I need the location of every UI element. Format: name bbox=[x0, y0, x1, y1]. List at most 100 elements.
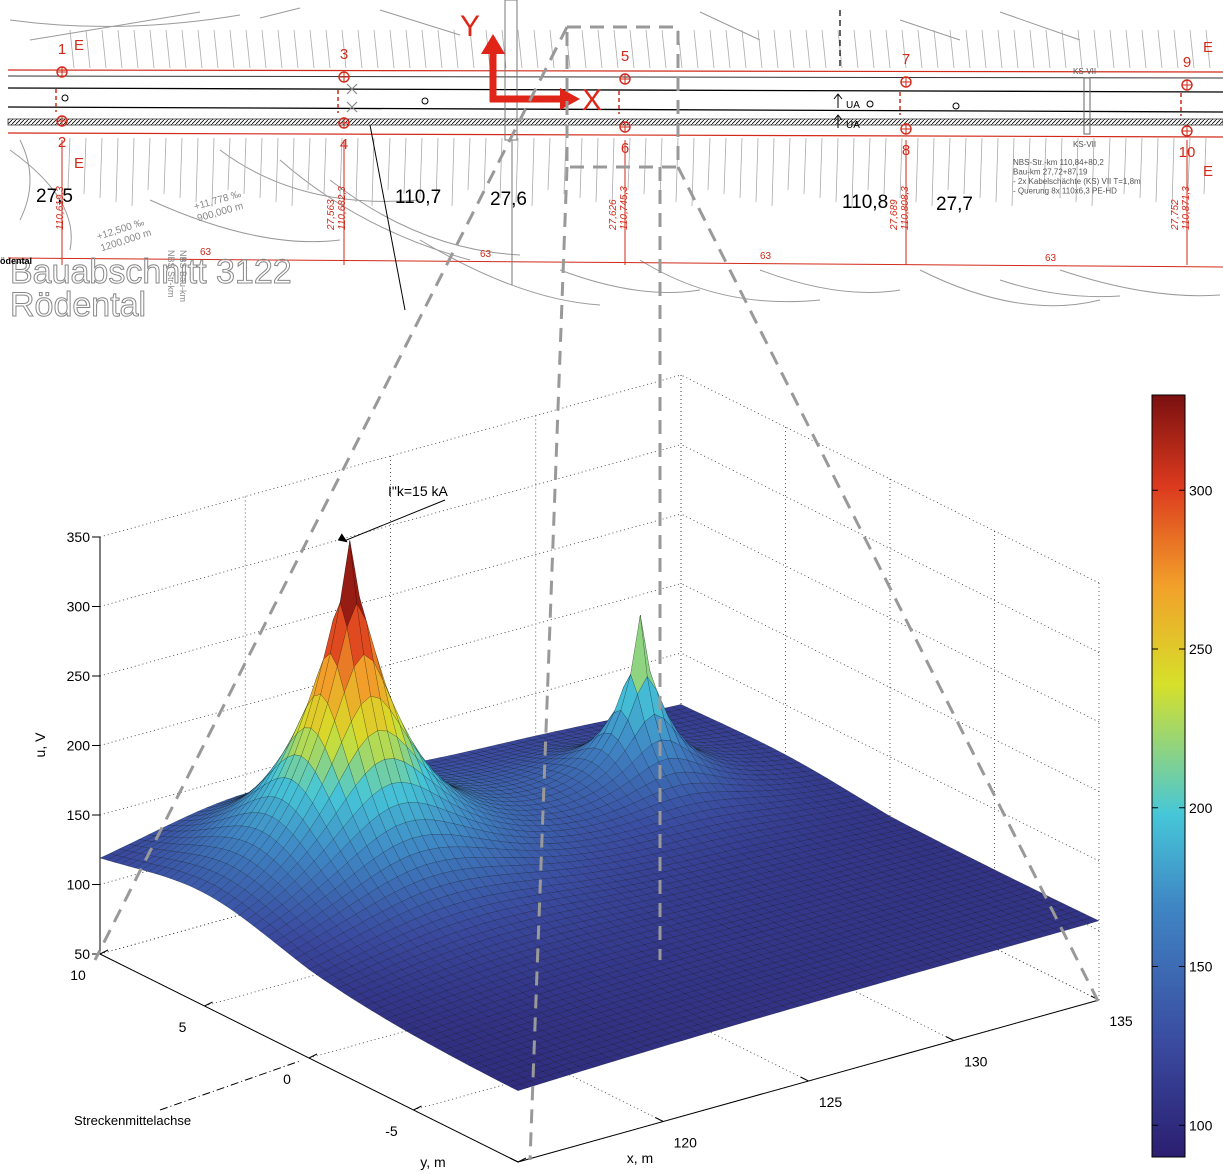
embankment-tick bbox=[195, 137, 199, 203]
grid-line bbox=[99, 583, 682, 746]
km-label: 110,7 bbox=[395, 187, 441, 208]
embankment-tick bbox=[595, 137, 599, 203]
grid-line bbox=[99, 791, 682, 955]
station-km-b: 110,619,3 bbox=[55, 186, 66, 230]
embankment-tick bbox=[533, 29, 539, 69]
embankment-tick bbox=[757, 29, 763, 69]
station-label: 27,563 110,682,3 bbox=[326, 186, 348, 231]
embankment-tick bbox=[1141, 29, 1147, 69]
axis-y-label: Y bbox=[460, 10, 480, 43]
terrain-line bbox=[279, 159, 471, 261]
terrain-line bbox=[9, 14, 241, 27]
peak-arrow-head bbox=[337, 533, 348, 543]
zoom-box bbox=[565, 25, 680, 169]
z-axis-label: u, V bbox=[32, 732, 48, 758]
ua-label: UA bbox=[846, 100, 860, 111]
embankment-tick bbox=[1029, 29, 1035, 69]
colorbar-tick-label: 300 bbox=[1189, 482, 1213, 498]
station-km-a: 27,626 bbox=[608, 199, 619, 231]
embankment-tick bbox=[1061, 29, 1067, 69]
note-line: - Querung 8x 110x6,3 PE-HD bbox=[1013, 187, 1117, 196]
embankment-tick bbox=[931, 137, 935, 207]
station-km-a: 27,689 bbox=[889, 199, 900, 231]
colorbar-tick-label: 200 bbox=[1189, 800, 1213, 816]
embankment-tick bbox=[917, 29, 923, 69]
embankment-tick bbox=[821, 29, 827, 69]
marker-label-top: 1 bbox=[58, 41, 66, 58]
embankment-tick bbox=[1173, 29, 1179, 69]
embankment-tick bbox=[1107, 137, 1111, 191]
embankment-tick bbox=[771, 137, 775, 207]
y-tick-label: 5 bbox=[179, 1019, 187, 1035]
z-tick-label: 250 bbox=[67, 668, 91, 684]
embankment-tick bbox=[181, 29, 187, 69]
grid-line bbox=[680, 513, 1100, 723]
marker-label-bottom: 2 bbox=[58, 134, 66, 151]
terrain-line bbox=[999, 279, 1121, 298]
peak-arrow bbox=[345, 499, 446, 541]
terrain-line bbox=[29, 11, 201, 41]
section-subtitle: Rödental bbox=[10, 286, 146, 324]
marker-label-top: 3 bbox=[340, 46, 348, 63]
embankment-tick bbox=[387, 137, 391, 191]
note-line: - 2x Kabelschächte (KS) VII T=1,8m bbox=[1013, 177, 1141, 186]
embankment-tick bbox=[805, 29, 811, 69]
edge-mark: E bbox=[74, 155, 84, 172]
y-tick bbox=[99, 949, 109, 955]
embankment-tick bbox=[515, 137, 519, 203]
embankment-tick bbox=[1187, 137, 1191, 191]
embankment-tick bbox=[867, 137, 871, 191]
embankment-tick bbox=[963, 137, 967, 195]
embankment-tick bbox=[1109, 29, 1115, 69]
embankment-tick bbox=[1125, 29, 1131, 69]
dimension-line bbox=[7, 257, 1223, 268]
terrain-line bbox=[1059, 269, 1221, 297]
embankment-tick bbox=[1171, 137, 1175, 207]
y-axis-label: y, m bbox=[420, 1154, 445, 1170]
colorbar-ramp bbox=[1151, 394, 1186, 1158]
z-axis-label-text: u, V bbox=[32, 732, 48, 758]
embankment-tick bbox=[1091, 137, 1095, 207]
embankment-tick bbox=[275, 137, 279, 203]
marker-label-bottom: 6 bbox=[621, 140, 629, 157]
embankment-tick bbox=[165, 29, 171, 69]
note-line: NBS-Str.-km 110,84+80,2 bbox=[1013, 158, 1104, 167]
grid-line bbox=[680, 444, 1100, 653]
vertical-label: NBS Str-km bbox=[166, 250, 176, 298]
ua-label: UA bbox=[846, 120, 860, 131]
x-tick-label: 130 bbox=[964, 1054, 988, 1070]
z-tick-label: 350 bbox=[67, 529, 91, 545]
x-tick-label: 135 bbox=[1109, 1013, 1133, 1029]
embankment-tick bbox=[179, 137, 183, 199]
embankment-tick bbox=[483, 137, 487, 195]
peak-annotation: I"k=15 kA bbox=[388, 483, 448, 499]
embankment-tick bbox=[611, 137, 615, 207]
z-tick-label: 200 bbox=[67, 738, 91, 754]
surface-cell bbox=[510, 1084, 529, 1091]
embankment-tick bbox=[437, 29, 443, 69]
embankment-tick bbox=[339, 137, 343, 199]
terrain-line bbox=[219, 149, 421, 202]
embankment-tick bbox=[163, 137, 167, 195]
spacing-label: 63 bbox=[1045, 253, 1057, 264]
embankment-tick bbox=[307, 137, 311, 191]
station-label: 110,619,3 bbox=[55, 186, 66, 230]
embankment-tick bbox=[85, 29, 91, 69]
embankment-tick bbox=[789, 29, 795, 69]
embankment-tick bbox=[309, 29, 315, 69]
small-circle bbox=[421, 97, 429, 105]
embankment-tick bbox=[421, 29, 427, 69]
ua-arrow bbox=[833, 93, 843, 108]
embankment-tick bbox=[115, 137, 119, 203]
marker-label-top: 5 bbox=[621, 48, 629, 65]
embankment-tick bbox=[1059, 137, 1063, 199]
small-circle bbox=[866, 100, 874, 108]
y-tick-label: -5 bbox=[385, 1123, 398, 1139]
embankment-tick bbox=[1205, 29, 1211, 69]
plan-text: 110,7 27,6 110,8 27,727,527,563 110,682,3 27,… bbox=[0, 158, 1192, 325]
embankment-tick bbox=[131, 137, 135, 207]
embankment-tick bbox=[899, 137, 903, 199]
embankment-tick bbox=[725, 29, 731, 69]
grid-line bbox=[204, 843, 786, 1007]
embankment-tick bbox=[819, 137, 823, 199]
